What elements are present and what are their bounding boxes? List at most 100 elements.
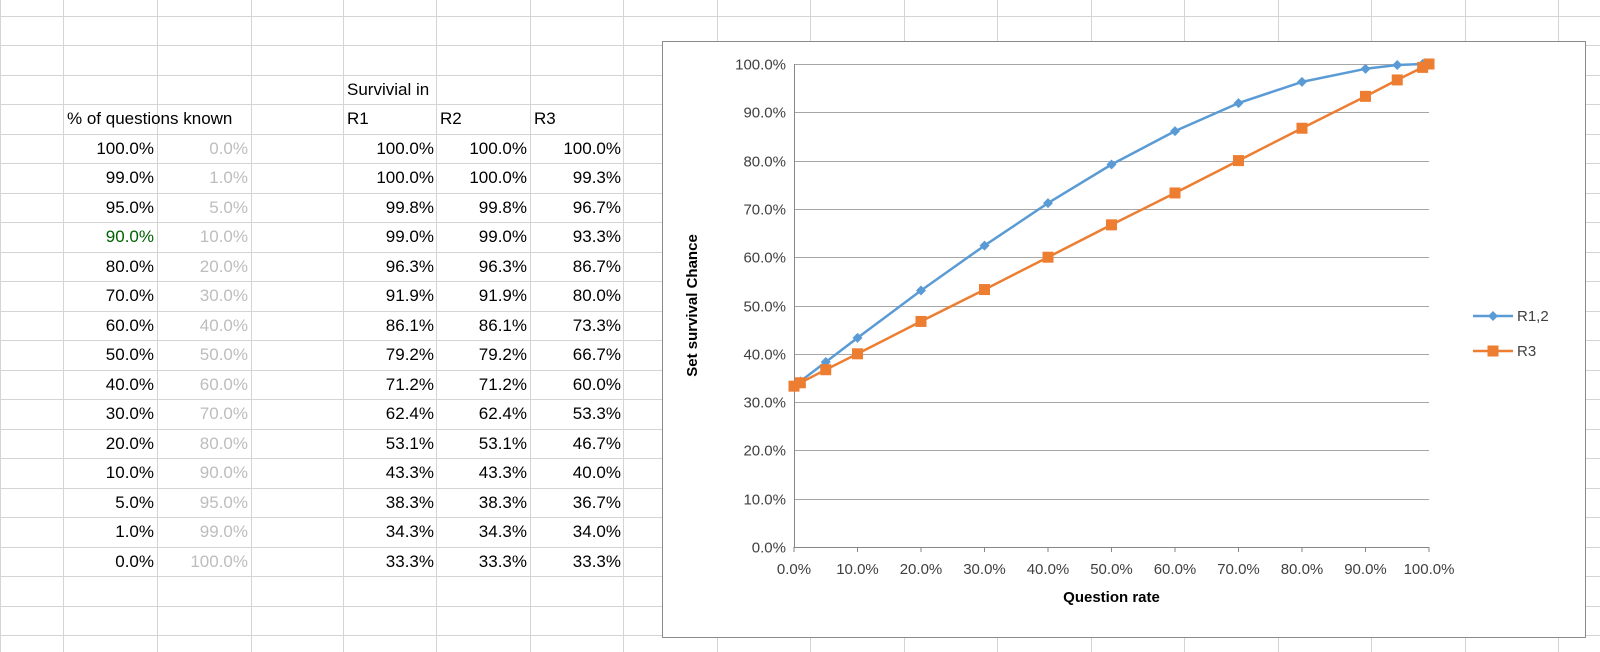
r3-data-point[interactable] <box>1296 122 1308 134</box>
r1-survival-cell[interactable]: 53.1% <box>385 433 434 453</box>
known-percent-cell[interactable]: 95.0% <box>105 197 154 217</box>
known-percent-cell[interactable]: 1.0% <box>115 522 154 541</box>
r2-header-cell[interactable]: R2 <box>440 109 462 128</box>
survival-chart[interactable]: 0.0% 10.0% 20.0% 30.0% 40.0% 50.0% 60.0% 70.0% 8… <box>662 41 1586 638</box>
r3-header-cell[interactable]: R3 <box>534 109 556 128</box>
r3-survival-cell[interactable]: 99.3% <box>572 168 621 187</box>
r3-survival-cell[interactable]: 46.7% <box>572 433 621 453</box>
r1-2-data-point[interactable] <box>1106 159 1117 170</box>
r3-survival-cell[interactable]: 34.0% <box>572 522 621 541</box>
r1-survival-cell[interactable]: 86.1% <box>385 315 434 335</box>
r1-survival-cell[interactable]: 99.8% <box>385 197 434 217</box>
r1-survival-cell[interactable]: 71.2% <box>385 374 434 394</box>
r1-2-data-point[interactable] <box>1297 76 1307 87</box>
r1-survival-cell[interactable]: 43.3% <box>385 463 434 482</box>
unknown-percent-cell[interactable]: 30.0% <box>199 286 248 305</box>
unknown-percent-cell[interactable]: 5.0% <box>209 197 248 217</box>
r3-data-point[interactable] <box>852 348 863 360</box>
known-percent-cell[interactable]: 0.0% <box>115 551 154 571</box>
unknown-percent-cell[interactable]: 95.0% <box>199 492 248 512</box>
unknown-percent-cell[interactable]: 80.0% <box>199 433 248 453</box>
legend-marker[interactable] <box>1487 345 1499 357</box>
r3-data-point[interactable] <box>794 377 806 389</box>
r2-survival-cell[interactable]: 79.2% <box>478 345 527 364</box>
r2-survival-cell[interactable]: 43.3% <box>478 463 527 482</box>
r2-survival-cell[interactable]: 86.1% <box>478 315 527 335</box>
r3-survival-cell[interactable]: 100.0% <box>563 138 621 158</box>
known-percent-cell[interactable]: 20.0% <box>105 433 154 453</box>
known-percent-cell[interactable]: 60.0% <box>105 315 154 335</box>
unknown-percent-cell[interactable]: 70.0% <box>199 404 248 423</box>
known-header-cell[interactable]: % of questions known <box>67 109 233 128</box>
r1-survival-cell[interactable]: 96.3% <box>385 256 434 276</box>
r1-survival-cell[interactable]: 100.0% <box>376 138 434 158</box>
r1-survival-cell[interactable]: 33.3% <box>385 551 434 571</box>
r1-2-data-point[interactable] <box>1392 59 1403 70</box>
known-percent-cell[interactable]: 70.0% <box>105 286 154 305</box>
known-percent-cell[interactable]: 99.0% <box>105 168 154 187</box>
r2-survival-cell[interactable]: 33.3% <box>478 551 527 571</box>
unknown-percent-cell[interactable]: 10.0% <box>199 227 248 246</box>
r2-survival-cell[interactable]: 91.9% <box>478 286 527 305</box>
r3-data-point[interactable] <box>1106 219 1117 231</box>
r3-data-point[interactable] <box>1391 74 1403 86</box>
r3-survival-cell[interactable]: 66.7% <box>572 345 621 364</box>
r1-2-data-point[interactable] <box>852 332 863 343</box>
r1-survival-cell[interactable]: 100.0% <box>376 168 434 187</box>
r1-2-data-point[interactable] <box>1233 98 1244 109</box>
unknown-percent-cell[interactable]: 100.0% <box>190 551 248 571</box>
known-percent-cell[interactable]: 30.0% <box>105 404 154 423</box>
unknown-percent-cell[interactable]: 20.0% <box>199 256 248 276</box>
r1-survival-cell[interactable]: 91.9% <box>385 286 434 305</box>
r3-data-point[interactable] <box>979 284 990 296</box>
r3-data-point[interactable] <box>1233 155 1244 167</box>
r2-survival-cell[interactable]: 96.3% <box>478 256 527 276</box>
r3-data-point[interactable] <box>1360 90 1371 102</box>
r3-data-point[interactable] <box>1417 61 1429 73</box>
r3-survival-cell[interactable]: 80.0% <box>572 286 621 305</box>
r1-2-data-point[interactable] <box>1043 198 1053 209</box>
r1-2-data-point[interactable] <box>1170 126 1180 137</box>
r1-2-data-point[interactable] <box>979 240 990 251</box>
r2-survival-cell[interactable]: 53.1% <box>478 433 527 453</box>
r3-survival-cell[interactable]: 86.7% <box>572 256 621 276</box>
r2-survival-cell[interactable]: 71.2% <box>478 374 527 394</box>
r2-survival-cell[interactable]: 100.0% <box>469 168 527 187</box>
r3-survival-cell[interactable]: 93.3% <box>572 227 621 246</box>
unknown-percent-cell[interactable]: 1.0% <box>209 168 248 187</box>
r3-survival-cell[interactable]: 60.0% <box>572 374 621 394</box>
r1-header-cell[interactable]: R1 <box>347 109 369 128</box>
r1-survival-cell[interactable]: 34.3% <box>385 522 434 541</box>
r1-survival-cell[interactable]: 99.0% <box>385 227 434 246</box>
r1-2-data-point[interactable] <box>1360 63 1371 74</box>
known-percent-cell[interactable]: 5.0% <box>115 492 154 512</box>
survival-header-cell[interactable]: Survivial in <box>347 79 430 99</box>
r1-2-data-point[interactable] <box>916 285 926 296</box>
r3-survival-cell[interactable]: 40.0% <box>572 463 621 482</box>
known-percent-cell[interactable]: 50.0% <box>105 345 154 364</box>
known-percent-cell[interactable]: 80.0% <box>105 256 154 276</box>
r2-survival-cell[interactable]: 100.0% <box>469 138 527 158</box>
r3-survival-cell[interactable]: 73.3% <box>572 315 621 335</box>
r3-data-point[interactable] <box>1423 58 1435 70</box>
unknown-percent-cell[interactable]: 0.0% <box>209 138 248 158</box>
known-percent-cell[interactable]: 40.0% <box>105 374 154 394</box>
unknown-percent-cell[interactable]: 50.0% <box>199 345 248 364</box>
r3-survival-cell[interactable]: 96.7% <box>572 197 621 217</box>
unknown-percent-cell[interactable]: 60.0% <box>199 374 248 394</box>
r3-survival-cell[interactable]: 33.3% <box>572 551 621 571</box>
r2-survival-cell[interactable]: 34.3% <box>478 522 527 541</box>
r2-survival-cell[interactable]: 99.0% <box>478 227 527 246</box>
r3-data-point[interactable] <box>788 380 800 392</box>
unknown-percent-cell[interactable]: 40.0% <box>199 315 248 335</box>
unknown-percent-cell[interactable]: 99.0% <box>199 522 248 541</box>
known-percent-cell[interactable]: 100.0% <box>96 138 154 158</box>
r3-data-point[interactable] <box>820 364 832 376</box>
legend-marker[interactable] <box>1488 311 1498 321</box>
r2-survival-cell[interactable]: 99.8% <box>478 197 527 217</box>
r1-survival-cell[interactable]: 79.2% <box>385 345 434 364</box>
r3-data-point[interactable] <box>1169 187 1181 199</box>
r3-data-point[interactable] <box>1042 251 1054 263</box>
r1-survival-cell[interactable]: 62.4% <box>385 404 434 423</box>
r1-survival-cell[interactable]: 38.3% <box>385 492 434 512</box>
